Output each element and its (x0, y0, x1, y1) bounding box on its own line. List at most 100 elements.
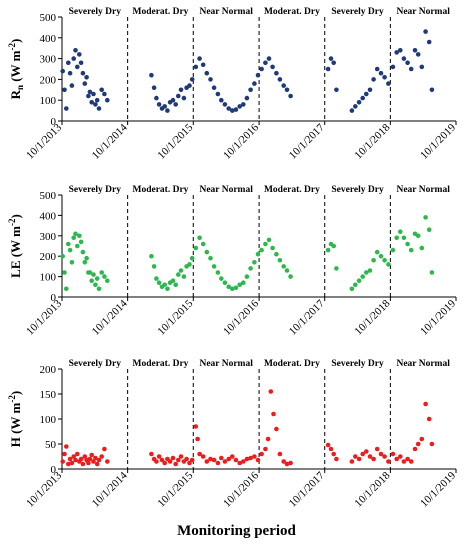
rn-data-point (73, 48, 78, 53)
rn-data-point (222, 102, 228, 107)
h-data-point (356, 456, 362, 462)
h-data-point (325, 442, 331, 448)
h-data-point (71, 454, 76, 459)
rn-data-point (230, 108, 235, 113)
h-data-point (162, 460, 167, 466)
le-data-point (360, 274, 366, 279)
rn-data-point (66, 60, 71, 66)
h-data-point (394, 456, 400, 462)
rn-data-point (149, 72, 154, 78)
le-data-point (84, 255, 89, 261)
le-data-point (364, 270, 369, 275)
h-data-point (105, 459, 110, 464)
h-data-point (241, 459, 246, 464)
rn-data-point (67, 70, 73, 76)
le-x-tick-label: 10/1/2017 (287, 297, 327, 337)
le-data-point (89, 278, 94, 284)
h-data-point (271, 411, 276, 417)
le-data-point (405, 241, 410, 247)
le-data-point (62, 270, 67, 275)
rn-data-point (255, 72, 261, 78)
rn-data-point (105, 97, 110, 103)
le-data-point (73, 231, 78, 237)
le-data-point (255, 251, 261, 257)
le-data-point (211, 264, 217, 269)
rn-data-point (84, 75, 89, 80)
le-data-point (99, 270, 104, 275)
h-data-point (378, 451, 384, 457)
le-period-label: Near Normal (396, 185, 450, 195)
le-data-point (401, 235, 407, 241)
rn-data-point (94, 97, 100, 103)
rn-data-point (80, 70, 86, 76)
h-data-point (78, 456, 84, 462)
le-data-point (93, 282, 98, 288)
h-data-point (360, 451, 366, 457)
h-data-point (222, 459, 228, 464)
h-data-point (176, 457, 181, 463)
h-data-point (67, 456, 73, 462)
h-data-point (178, 454, 184, 459)
h-x-tick-label: 10/1/2017 (287, 469, 327, 509)
h-data-point (211, 457, 217, 463)
le-data-point (187, 262, 192, 267)
le-data-point (353, 282, 358, 288)
rn-data-point (386, 81, 391, 86)
x-axis-title: Monitoring period (177, 523, 296, 539)
rn-data-point (364, 91, 369, 97)
rn-data-point (244, 95, 250, 101)
le-data-point (270, 245, 275, 251)
rn-data-point (277, 77, 283, 82)
le-data-point (390, 247, 396, 253)
le-data-point (193, 245, 199, 251)
rn-data-point (423, 29, 428, 34)
h-data-point (86, 460, 91, 466)
le-data-point (162, 282, 167, 288)
h-data-point (215, 460, 221, 466)
le-data-point (429, 270, 435, 275)
h-data-point (268, 389, 274, 394)
h-data-point (170, 455, 176, 461)
h-data-point (401, 459, 407, 464)
h-x-tick-label: 10/1/2018 (352, 469, 392, 509)
rn-data-point (281, 83, 287, 88)
le-data-point (263, 241, 268, 247)
rn-data-point (426, 39, 432, 45)
rn-data-point (259, 66, 264, 72)
h-data-point (102, 446, 107, 452)
rn-y-axis-title: Rn (W m-2) (7, 39, 25, 100)
rn-data-point (176, 93, 181, 99)
rn-data-point (215, 91, 221, 97)
h-data-point (204, 459, 210, 464)
le-data-point (208, 255, 213, 261)
le-data-point (219, 276, 224, 281)
h-data-point (96, 457, 102, 463)
rn-data-point (204, 70, 210, 76)
h-data-point (94, 461, 100, 467)
rn-data-point (412, 48, 418, 53)
rn-data-point (165, 108, 170, 113)
le-data-point (105, 278, 110, 284)
h-data-point (173, 461, 178, 467)
le-data-point (94, 276, 100, 281)
rn-y-tick-label: 400 (40, 33, 57, 45)
rn-data-point (200, 62, 206, 68)
h-data-point (75, 451, 80, 457)
rn-data-point (162, 104, 167, 109)
le-data-point (178, 268, 184, 273)
h-data-point (398, 454, 403, 459)
le-data-point (215, 270, 221, 275)
h-x-tick-label: 10/1/2014 (90, 469, 130, 509)
h-data-point (159, 457, 165, 463)
h-data-point (156, 454, 162, 459)
rn-y-tick-label: 500 (40, 12, 57, 24)
rn-data-point (226, 106, 231, 111)
h-data-point (187, 460, 192, 466)
le-data-point (66, 241, 71, 247)
rn-data-point (419, 64, 425, 70)
rn-x-tick-label: 10/1/2013 (24, 121, 64, 161)
h-data-point (349, 459, 355, 464)
le-data-point (67, 247, 73, 253)
le-y-tick-label: 300 (40, 231, 57, 243)
le-data-point (241, 280, 246, 286)
